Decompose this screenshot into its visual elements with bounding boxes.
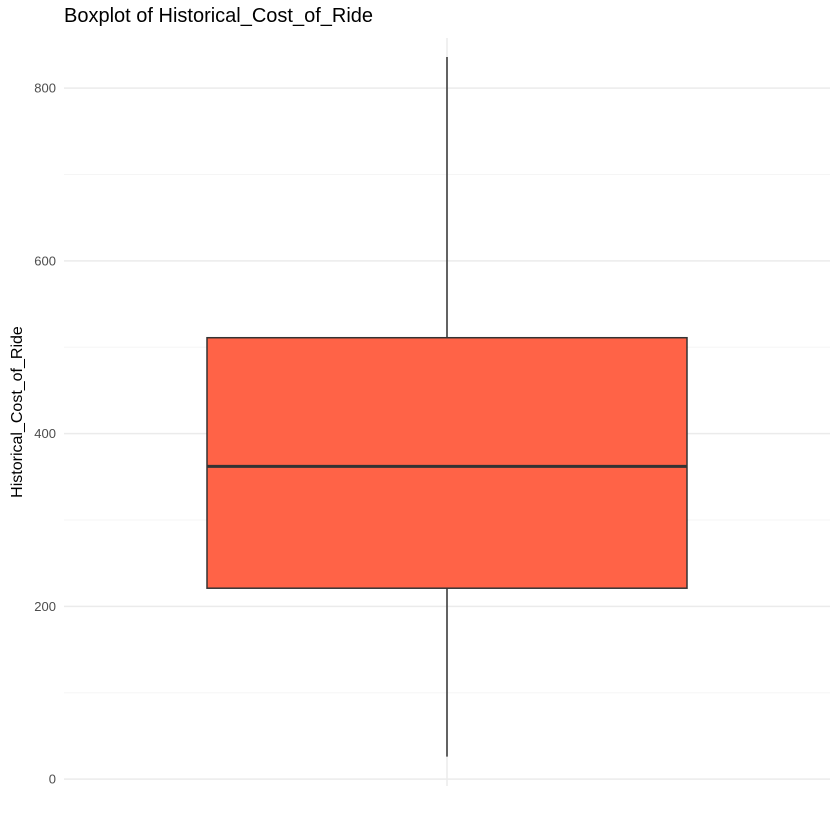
- y-tick-label: 800: [34, 81, 56, 96]
- y-tick-label: 400: [34, 426, 56, 441]
- y-tick-label: 200: [34, 599, 56, 614]
- y-tick-labels: 0 200 400 600 800: [34, 81, 56, 787]
- chart-title: Boxplot of Historical_Cost_of_Ride: [64, 5, 374, 27]
- iqr-box: [206, 336, 688, 589]
- y-tick-label: 0: [49, 772, 56, 787]
- y-tick-label: 600: [34, 253, 56, 268]
- boxplot: [206, 57, 688, 757]
